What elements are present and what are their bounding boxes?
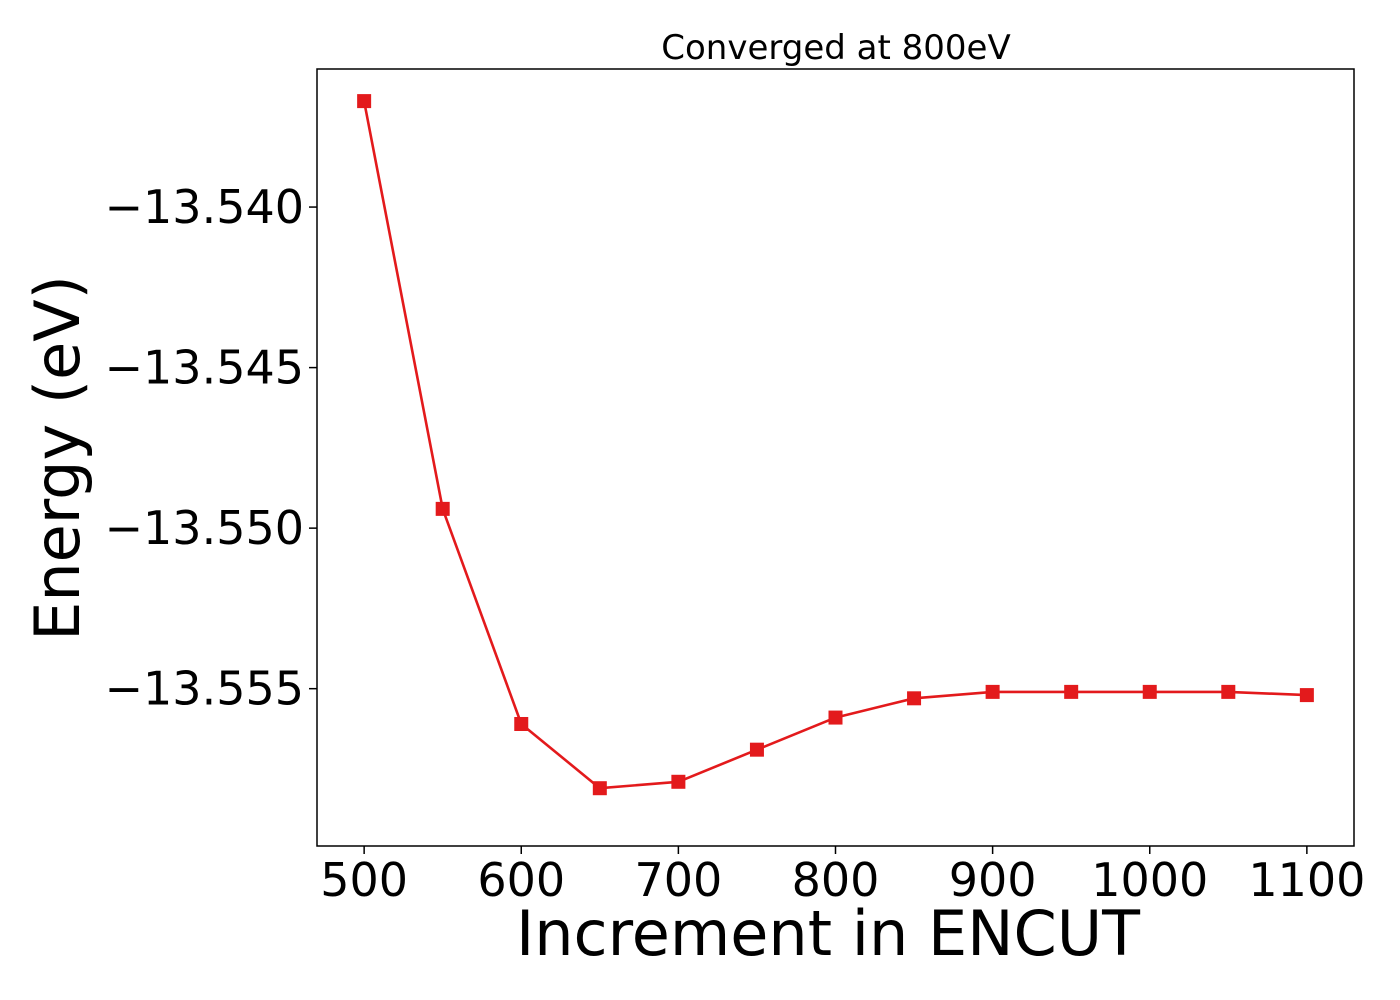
- x-axis-label: Increment in ENCUT: [516, 897, 1141, 970]
- x-tick-label: 900: [949, 853, 1037, 907]
- data-point: [671, 774, 686, 789]
- data-point: [1221, 684, 1236, 699]
- x-tick-label: 700: [634, 853, 722, 907]
- data-point: [357, 94, 372, 109]
- plot-frame: [316, 68, 1355, 847]
- x-axis-ticks: 500 600 700 800 900 1000 1100: [320, 846, 1365, 907]
- data-point: [1142, 684, 1157, 699]
- y-tick-label: −13.555: [105, 662, 305, 716]
- data-point: [592, 781, 607, 796]
- y-tick-label: −13.540: [105, 180, 305, 234]
- chart-title: Converged at 800eV: [661, 28, 1010, 68]
- x-tick-label: 500: [320, 853, 408, 907]
- data-point: [828, 710, 843, 725]
- data-point: [907, 691, 922, 706]
- x-tick-label: 800: [792, 853, 880, 907]
- x-tick-label: 1000: [1091, 853, 1208, 907]
- data-point: [985, 684, 1000, 699]
- series-line: [362, 100, 1307, 790]
- y-tick-label: −13.545: [105, 341, 305, 395]
- data-point: [514, 716, 529, 731]
- y-axis-label: Energy (eV): [21, 275, 94, 641]
- x-tick-label: 1100: [1248, 853, 1365, 907]
- x-tick-label: 600: [477, 853, 565, 907]
- y-tick-label: −13.550: [105, 501, 305, 555]
- data-point: [435, 501, 450, 516]
- series-layer: [357, 94, 1314, 796]
- y-axis-ticks: −13.540 −13.545 −13.550 −13.555: [105, 180, 317, 716]
- data-point: [749, 742, 764, 757]
- data-point: [1299, 688, 1314, 703]
- data-point: [1064, 684, 1079, 699]
